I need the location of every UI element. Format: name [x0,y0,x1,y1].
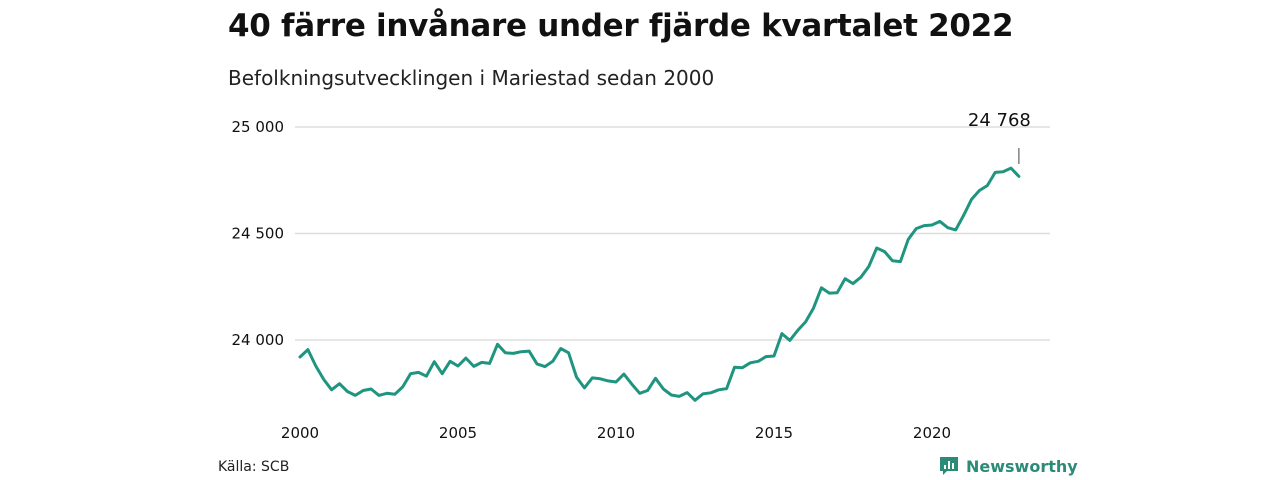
chart-subtitle: Befolkningsutvecklingen i Mariestad seda… [228,66,715,90]
newsworthy-logo-icon [940,457,958,475]
gridlines [295,126,1050,341]
x-tick-label: 2005 [439,424,477,442]
y-tick-label: 24 500 [232,225,285,243]
x-tick-label: 2000 [281,424,319,442]
chart-title: 40 färre invånare under fjärde kvartalet… [228,8,1014,44]
x-tick-label: 2010 [597,424,635,442]
y-axis-ticks: 24 000 24 500 25 000 [232,118,285,349]
annotation-label: 24 768 [968,110,1031,131]
y-tick-label: 24 000 [232,331,285,349]
last-value-annotation: 24 768 [968,110,1031,164]
x-tick-label: 2020 [913,424,951,442]
population-line [298,166,1021,402]
brand-logo[interactable]: Newsworthy [938,455,1078,477]
source-note: Källa: SCB [218,459,290,475]
brand-name: Newsworthy [966,456,1078,476]
x-tick-label: 2015 [755,424,793,442]
x-axis-ticks: 2000 2005 2010 2015 2020 [281,424,951,442]
y-tick-label: 25 000 [232,118,285,136]
